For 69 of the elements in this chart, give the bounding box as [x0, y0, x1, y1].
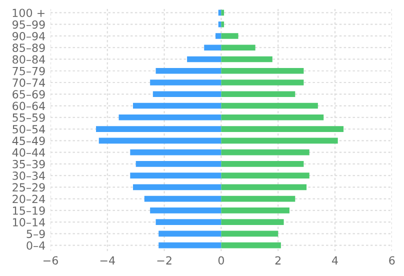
bar: [150, 208, 222, 214]
y-tick-label: 95–99: [12, 20, 45, 29]
bar: [144, 196, 222, 202]
y-tick-label: 65–69: [12, 90, 45, 99]
bar: [221, 138, 338, 144]
x-tick-label: 2: [275, 256, 281, 264]
bar: [152, 91, 222, 98]
bar: [221, 184, 307, 190]
y-tick-label: 55–59: [12, 113, 45, 122]
y-tick-label: 60–64: [12, 102, 46, 110]
y-tick-label: 20–24: [12, 194, 46, 204]
bar: [156, 219, 222, 225]
bar: [221, 172, 310, 178]
bar: [221, 33, 238, 39]
bar: [221, 10, 224, 16]
y-tick-label: 100 +: [12, 8, 44, 18]
bar: [158, 230, 222, 237]
bar: [187, 56, 222, 62]
y-tick-label: 15–19: [13, 206, 45, 215]
bar: [158, 242, 222, 248]
bar: [98, 138, 222, 144]
x-tick-label: −4: [100, 256, 115, 264]
bar: [221, 149, 310, 156]
bar: [221, 68, 304, 74]
bar: [96, 126, 222, 132]
y-tick-label: 5–9: [26, 230, 45, 238]
bar: [221, 44, 256, 51]
y-tick-label: 70–74: [12, 78, 46, 87]
x-tick-label: −6: [43, 256, 58, 265]
x-tick-label: 0: [218, 256, 224, 265]
bar: [221, 56, 272, 62]
bar: [156, 68, 222, 74]
y-tick-label: 30–34: [12, 172, 46, 180]
bar: [221, 91, 296, 98]
bar: [221, 114, 324, 120]
bar: [133, 102, 222, 109]
y-tick-label: 90–94: [12, 32, 46, 40]
bar: [221, 126, 344, 132]
bar: [221, 230, 278, 237]
bar: [204, 44, 222, 51]
bar: [221, 219, 284, 225]
bar: [221, 196, 296, 202]
y-tick-label: 85–89: [12, 44, 45, 52]
bar: [221, 242, 281, 248]
y-tick-label: 75–79: [12, 66, 45, 76]
y-tick-label: 80–84: [12, 55, 46, 64]
bar: [130, 149, 222, 156]
y-tick-label: 10–14: [13, 218, 46, 226]
bar: [221, 80, 304, 86]
y-tick-label: 35–39: [12, 160, 45, 168]
bar: [221, 161, 304, 167]
bar: [133, 184, 222, 190]
x-tick-label: 6: [389, 256, 395, 265]
bar: [130, 172, 222, 178]
x-tick-label: 4: [332, 256, 338, 264]
bar: [221, 102, 318, 109]
x-tick-label: −2: [157, 256, 172, 264]
y-tick-label: 50–54: [12, 125, 46, 134]
bar: [136, 161, 222, 167]
bar: [218, 21, 222, 28]
bar: [118, 114, 222, 120]
bar: [221, 21, 224, 28]
bar: [216, 33, 222, 39]
y-tick-label: 40–44: [12, 148, 46, 157]
y-tick-label: 45–49: [12, 136, 45, 146]
y-tick-label: 0–4: [26, 241, 46, 250]
y-tick-label: 25–29: [12, 183, 45, 192]
bar: [150, 80, 222, 86]
bar: [221, 208, 290, 214]
